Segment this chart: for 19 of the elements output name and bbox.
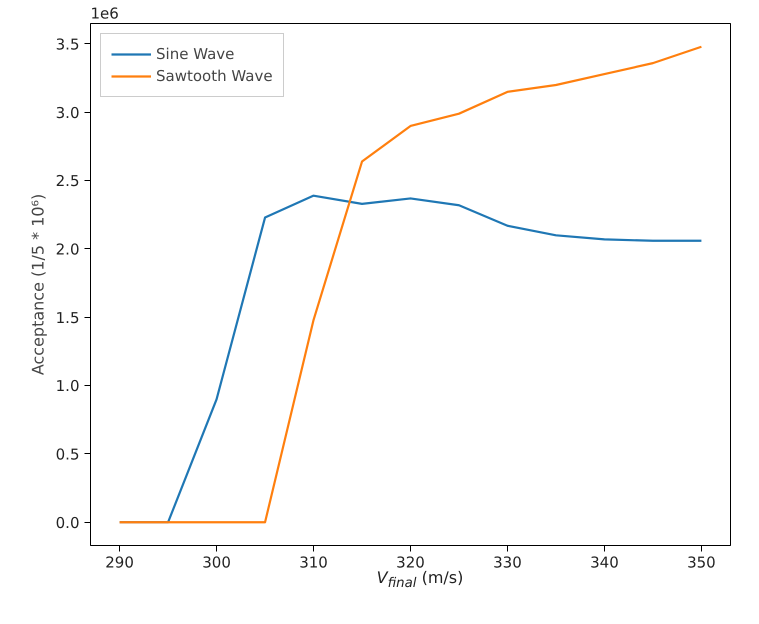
y-tick-label: 1.5 <box>56 308 80 327</box>
line-series <box>118 46 703 524</box>
x-tick-label: 300 <box>202 554 231 572</box>
x-tick-label: 350 <box>687 554 716 572</box>
y-tick-label: 0.0 <box>56 514 80 532</box>
y-tick-label: 2.5 <box>56 172 80 190</box>
x-tick-label: 310 <box>299 554 328 572</box>
legend-label: Sine Wave <box>156 45 234 63</box>
x-tick-label: 290 <box>105 554 134 572</box>
legend-label: Sawtooth Wave <box>156 67 273 85</box>
x-tick-label: 340 <box>590 554 619 572</box>
y-tick-label: 2.0 <box>56 240 80 258</box>
y-tick-label: 3.5 <box>56 35 80 54</box>
y-axis-title: Acceptance (1/5 * 10⁶) <box>28 194 48 376</box>
text: 1e6 <box>90 4 119 22</box>
y-tick-label: 0.5 <box>56 445 80 464</box>
y-tick-label: 1.0 <box>56 377 80 396</box>
y-tick-label: 3.0 <box>56 104 80 122</box>
x-tick-label: 330 <box>493 554 522 572</box>
